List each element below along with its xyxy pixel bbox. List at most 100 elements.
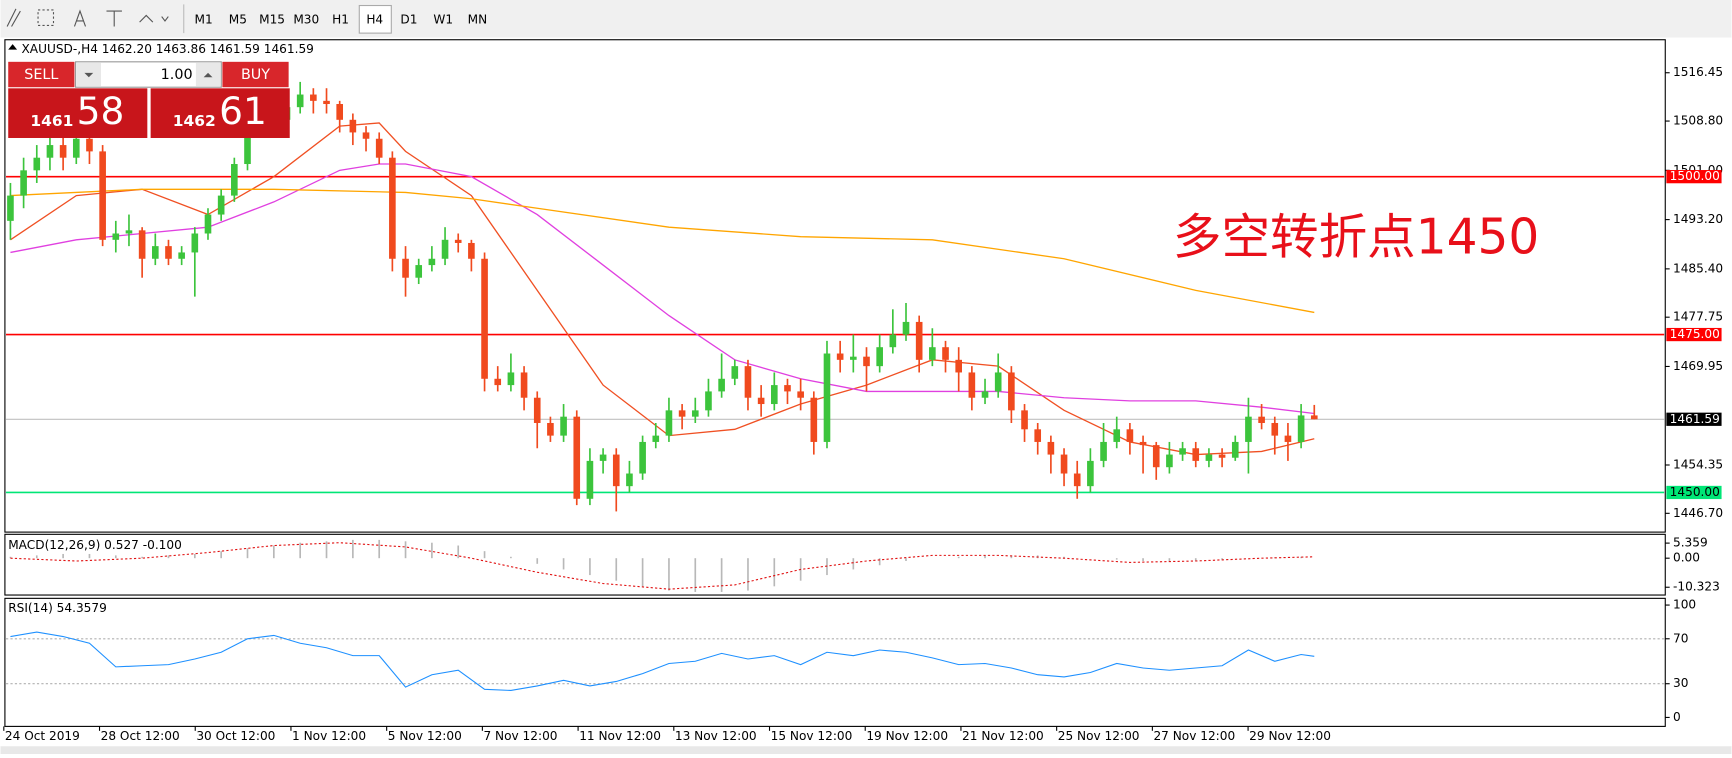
sell-button[interactable]	[8, 61, 75, 88]
candle-body	[428, 258, 436, 266]
buy-button[interactable]	[222, 61, 289, 88]
timeframe-button[interactable]: W1	[433, 12, 453, 26]
scrollbar[interactable]	[0, 746, 1732, 754]
time-label: 13 Nov 12:00	[675, 729, 757, 743]
candle-body	[33, 157, 41, 171]
macd-label: MACD(12,26,9) 0.527 -0.100	[8, 538, 182, 552]
tool-icon[interactable]	[139, 14, 169, 23]
candle-body	[323, 100, 330, 105]
tool-icon[interactable]	[37, 9, 55, 26]
candle-body	[1231, 441, 1239, 458]
sell-label: SELL	[24, 67, 58, 83]
time-label: 28 Oct 12:00	[101, 729, 180, 743]
candle-body	[691, 410, 699, 417]
macd-tick-label: 0.00	[1673, 551, 1700, 565]
candle-body	[468, 242, 475, 259]
timeframe-button[interactable]: M1	[195, 12, 213, 26]
macd-signal	[10, 542, 1315, 590]
candle-body	[86, 138, 93, 152]
candle-body	[757, 397, 765, 405]
candle-body	[533, 397, 541, 423]
candle-body	[547, 422, 554, 436]
level-label: 1500.00	[1670, 169, 1720, 183]
collapse-icon[interactable]	[8, 44, 18, 50]
candle-body	[336, 104, 344, 120]
candle-body	[942, 347, 949, 360]
time-label: 30 Oct 12:00	[196, 729, 275, 743]
candle-body	[1100, 441, 1107, 461]
timeframe-button[interactable]: D1	[400, 12, 417, 26]
rsi-label: RSI(14) 54.3579	[8, 601, 107, 615]
candle-body	[599, 454, 607, 461]
time-label: 1 Nov 12:00	[292, 729, 366, 743]
candle-body	[1060, 454, 1068, 474]
candle-body	[1047, 441, 1055, 455]
rsi-pane	[4, 597, 1666, 727]
candle-body	[1245, 416, 1252, 442]
candle-body	[573, 416, 581, 499]
candle-body	[744, 366, 752, 398]
candle-body	[612, 454, 620, 487]
buy-label: BUY	[241, 67, 270, 83]
tool-icon[interactable]	[6, 8, 21, 27]
moving-average	[10, 163, 1315, 415]
candle-body	[1179, 448, 1186, 455]
rsi-tick-label: 70	[1673, 631, 1688, 645]
annotation: 多空转折点1450	[1173, 210, 1539, 266]
timeframe-button[interactable]: M30	[293, 12, 319, 26]
candle-body	[810, 397, 818, 442]
timeframe-button[interactable]: H4	[366, 12, 383, 26]
candle-body	[165, 246, 172, 259]
candle-body	[349, 119, 357, 133]
candle-body	[770, 385, 778, 405]
rsi-tick-label: 100	[1673, 598, 1696, 612]
candle-body	[586, 460, 594, 499]
candle-body	[191, 233, 199, 253]
candle-body	[138, 230, 146, 259]
macd-tick-label: 5.359	[1673, 536, 1708, 550]
candle-body	[507, 372, 515, 386]
tool-icon[interactable]	[73, 9, 87, 27]
candle-body	[981, 391, 989, 398]
candle-body	[797, 391, 804, 398]
candle-body	[665, 410, 673, 436]
candle-body	[1073, 473, 1081, 487]
candle-body	[375, 138, 383, 158]
symbol-info: XAUUSD-,H4 1462.20 1463.86 1461.59 1461.…	[21, 42, 313, 56]
bid-box[interactable]	[8, 88, 148, 138]
candle-body	[863, 356, 870, 367]
timeframe-button[interactable]: H1	[332, 12, 349, 26]
time-label: 25 Nov 12:00	[1058, 729, 1140, 743]
candle-body	[46, 145, 54, 158]
price-label: 1454.35	[1673, 457, 1723, 471]
price-label: 1493.20	[1673, 212, 1723, 226]
candle-body	[823, 353, 831, 442]
candle-body	[1205, 454, 1213, 461]
candle-body	[1113, 429, 1121, 442]
price-label: 1477.75	[1673, 310, 1723, 324]
time-label: 15 Nov 12:00	[771, 729, 853, 743]
timeframe-button[interactable]: M15	[259, 12, 285, 26]
time-label: 24 Oct 2019	[5, 729, 80, 743]
candle-body	[994, 372, 1002, 392]
current-price-label: 1461.59	[1670, 412, 1720, 426]
candle-body	[1192, 448, 1200, 461]
candle-body	[231, 164, 238, 196]
candle-body	[1218, 454, 1226, 458]
candle-body	[217, 195, 225, 215]
timeframe-button[interactable]: M5	[229, 12, 247, 26]
toolbar	[0, 0, 1732, 38]
candle-body	[1034, 429, 1042, 442]
candle-body	[560, 416, 567, 436]
tool-icon[interactable]	[106, 10, 122, 27]
candle-body	[876, 347, 883, 367]
moving-average	[10, 188, 1315, 314]
ask-box[interactable]	[150, 88, 290, 138]
candle-body	[20, 170, 27, 196]
current-price-tag	[1666, 412, 1722, 426]
candle-body	[125, 230, 133, 234]
timeframe-button[interactable]: MN	[468, 12, 488, 26]
level-tag	[1666, 327, 1722, 342]
candle-body	[902, 321, 910, 335]
candle-body	[1008, 372, 1015, 411]
